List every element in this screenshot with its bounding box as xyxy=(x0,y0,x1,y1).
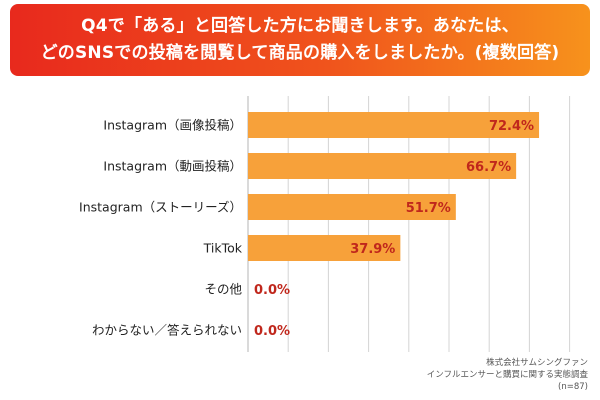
value-label: 0.0% xyxy=(254,324,290,339)
value-label: 51.7% xyxy=(406,201,451,216)
category-label: わからない／答えられない xyxy=(92,323,242,338)
value-label: 66.7% xyxy=(466,160,511,175)
title-line-1: Q4で「ある」と回答した方にお聞きします。あなたは、 xyxy=(81,16,519,36)
category-label: その他 xyxy=(204,282,242,297)
bar xyxy=(248,235,401,261)
bar xyxy=(248,112,540,138)
category-label: Instagram（動画投稿） xyxy=(103,159,242,174)
value-label: 37.9% xyxy=(350,242,395,257)
category-label: TikTok xyxy=(203,241,243,256)
value-label: 0.0% xyxy=(254,283,290,298)
category-label: Instagram（画像投稿） xyxy=(103,118,242,133)
bar xyxy=(248,194,456,220)
source-sample-size: (n=87) xyxy=(558,382,588,392)
title-banner: Q4で「ある」と回答した方にお聞きします。あなたは、 どのSNSでの投稿を閲覧し… xyxy=(10,4,590,76)
category-label: Instagram（ストーリーズ） xyxy=(79,200,242,215)
value-label: 72.4% xyxy=(489,119,534,134)
title-line-2: どのSNSでの投稿を閲覧して商品の購入をしましたか。(複数回答) xyxy=(40,43,560,63)
source-survey: インフルエンサーと購買に関する実態調査 xyxy=(426,370,588,380)
source-company: 株式会社サムシングファン xyxy=(486,358,588,368)
source-note: 株式会社サムシングファン インフルエンサーと購買に関する実態調査 (n=87) xyxy=(427,357,588,393)
bar xyxy=(248,153,517,179)
